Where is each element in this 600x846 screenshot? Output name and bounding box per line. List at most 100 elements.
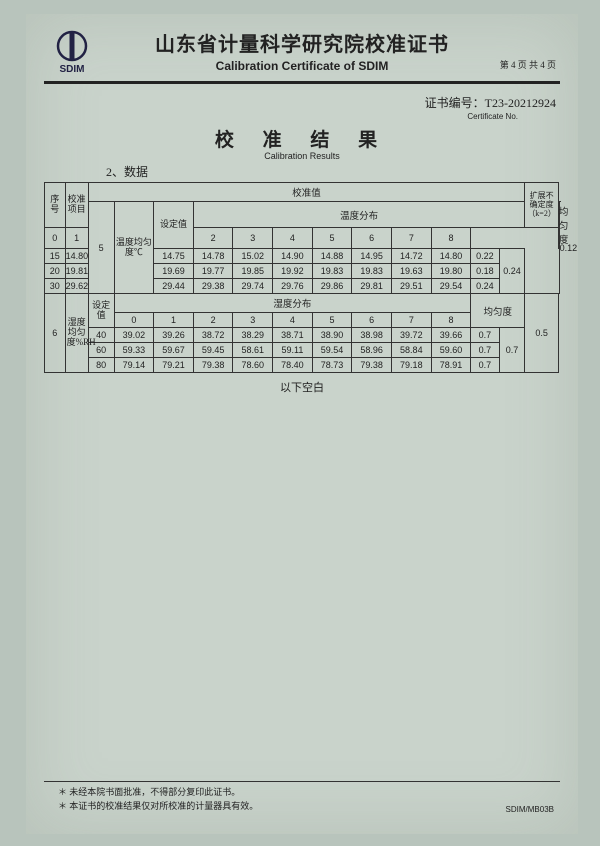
cell: 38.71 xyxy=(273,328,313,343)
cell: 14.80 xyxy=(65,249,88,264)
cell: 19.92 xyxy=(273,264,313,279)
b5-c3: 3 xyxy=(233,228,273,249)
b6-c7: 7 xyxy=(392,313,432,328)
cell: 19.83 xyxy=(312,264,352,279)
cell: 38.29 xyxy=(233,328,273,343)
cell: 39.72 xyxy=(392,328,432,343)
cell: 29.62 xyxy=(65,279,88,294)
hdr-vals: 校准值 xyxy=(88,183,525,202)
hdr-item: 校准项目 xyxy=(65,183,88,228)
cell: 58.84 xyxy=(392,343,432,358)
cell: 14.90 xyxy=(273,249,313,264)
hdr-seq: 序号 xyxy=(45,183,66,228)
b6-c8: 8 xyxy=(431,313,471,328)
hdr-row-1: 序号 校准项目 校准值 扩展不确定度（k=2） xyxy=(45,183,560,202)
b6-uni: 0.7 xyxy=(499,328,525,373)
cell: 19.85 xyxy=(233,264,273,279)
cell: 29.76 xyxy=(273,279,313,294)
b6-c5: 5 xyxy=(312,313,352,328)
b6-unc: 0.5 xyxy=(525,294,558,373)
sdim-logo: SDIM xyxy=(52,30,92,74)
cell: 38.98 xyxy=(352,328,392,343)
foot-note-2: ＊ 本证书的校准结果仅对所校准的计量器具有效。 xyxy=(58,799,560,812)
page: SDIM 山东省计量科学研究院校准证书 Calibration Certific… xyxy=(26,14,578,834)
b5-dist-hdr: 温度分布 xyxy=(193,202,525,228)
cert-no-label: 证书编号： xyxy=(425,96,485,110)
header: SDIM 山东省计量科学研究院校准证书 Calibration Certific… xyxy=(26,14,578,77)
cell: 14.88 xyxy=(312,249,352,264)
cell: 14.80 xyxy=(431,249,471,264)
b5-c4: 4 xyxy=(273,228,313,249)
cell: 0.18 xyxy=(471,264,499,279)
form-code: SDIM/MB03B xyxy=(506,805,554,814)
cell: 38.90 xyxy=(312,328,352,343)
cell: 29.81 xyxy=(352,279,392,294)
b6-c0: 0 xyxy=(114,313,154,328)
b6-c1: 1 xyxy=(154,313,194,328)
cell: 29.54 xyxy=(431,279,471,294)
b6-label: 湿度均匀度%RH xyxy=(65,294,88,373)
cell: 19.63 xyxy=(392,264,432,279)
b6-setval-hdr: 设定值 xyxy=(88,294,114,328)
cell: 59.54 xyxy=(312,343,352,358)
cell: 58.96 xyxy=(352,343,392,358)
cell: 58.61 xyxy=(233,343,273,358)
cell: 19.77 xyxy=(193,264,233,279)
b5-c5: 5 xyxy=(312,228,352,249)
cell: 79.14 xyxy=(114,358,154,373)
cell: 29.51 xyxy=(392,279,432,294)
cell: 39.66 xyxy=(431,328,471,343)
b5-uni: 0.24 xyxy=(499,249,525,294)
cell: 29.74 xyxy=(233,279,273,294)
cell: 59.60 xyxy=(431,343,471,358)
title-cn: 山东省计量科学研究院校准证书 xyxy=(46,28,558,57)
cell: 15 xyxy=(45,249,66,264)
b5-hdr1: 5 温度均匀度℃ 设定值 温度分布 均匀度 0.12 xyxy=(45,202,560,228)
cell: 79.38 xyxy=(352,358,392,373)
results-table: 序号 校准项目 校准值 扩展不确定度（k=2） 5 温度均匀度℃ 设定值 温度分… xyxy=(44,182,560,373)
hdr-unc: 扩展不确定度（k=2） xyxy=(525,183,558,228)
cell: 78.40 xyxy=(273,358,313,373)
footer: ＊ 未经本院书面批准，不得部分复印此证书。 ＊ 本证书的校准结果仅对所校准的计量… xyxy=(44,781,560,812)
cell: 78.91 xyxy=(431,358,471,373)
cell: 0.22 xyxy=(471,249,499,264)
cell: 30 xyxy=(45,279,66,294)
cell: 14.75 xyxy=(154,249,194,264)
b6-uni-hdr: 均匀度 xyxy=(471,294,525,328)
cell: 0.24 xyxy=(471,279,499,294)
b5-c2: 2 xyxy=(193,228,233,249)
cell: 14.95 xyxy=(352,249,392,264)
b6-r0: 40 39.02 39.26 38.72 38.29 38.71 38.90 3… xyxy=(45,328,560,343)
b5-c6: 6 xyxy=(352,228,392,249)
cell: 14.72 xyxy=(392,249,432,264)
cell: 59.11 xyxy=(273,343,313,358)
cell: 15.02 xyxy=(233,249,273,264)
cell: 59.33 xyxy=(114,343,154,358)
b6-r1: 60 59.33 59.67 59.45 58.61 59.11 59.54 5… xyxy=(45,343,560,358)
cell: 79.21 xyxy=(154,358,194,373)
cell: 19.81 xyxy=(65,264,88,279)
cell: 19.69 xyxy=(154,264,194,279)
header-rule xyxy=(44,81,560,84)
cell: 38.72 xyxy=(193,328,233,343)
b6-c2: 2 xyxy=(193,313,233,328)
b5-c1: 1 xyxy=(65,228,88,249)
b5-label: 温度均匀度℃ xyxy=(114,202,154,294)
cell: 79.18 xyxy=(392,358,432,373)
cell: 39.26 xyxy=(154,328,194,343)
b6-c3: 3 xyxy=(233,313,273,328)
cert-no-label-en: Certificate No. xyxy=(26,112,518,121)
data-sub-header: 2、数据 xyxy=(106,163,578,180)
b5-c7: 7 xyxy=(392,228,432,249)
b6-c6: 6 xyxy=(352,313,392,328)
cell: 29.44 xyxy=(154,279,194,294)
section-sub: Calibration Results xyxy=(26,151,578,161)
cell: 80 xyxy=(88,358,114,373)
footer-rule xyxy=(44,781,560,782)
table-wrap: 序号 校准项目 校准值 扩展不确定度（k=2） 5 温度均匀度℃ 设定值 温度分… xyxy=(44,182,560,373)
cell: 79.38 xyxy=(193,358,233,373)
b5-c8: 8 xyxy=(431,228,471,249)
cert-no: T23-20212924 xyxy=(485,96,556,110)
cell: 78.73 xyxy=(312,358,352,373)
b6-seq: 6 xyxy=(45,294,66,373)
